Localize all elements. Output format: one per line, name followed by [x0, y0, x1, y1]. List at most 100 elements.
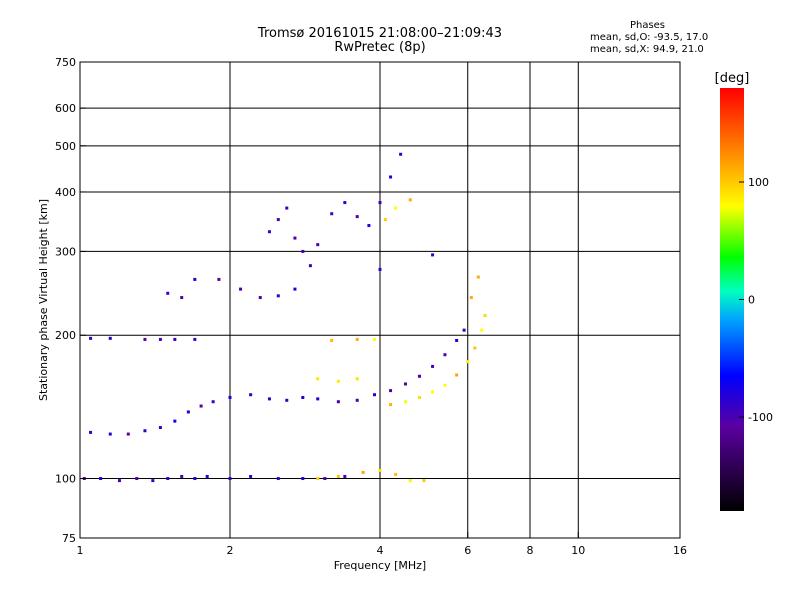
x-tick-label: 6 [464, 544, 471, 557]
x-tick-label: 2 [227, 544, 234, 557]
echo-point-O [399, 152, 403, 156]
echo-point-O [293, 236, 297, 240]
echo-point-O [431, 364, 435, 368]
echo-point-X [466, 360, 470, 364]
echo-point-X [422, 479, 426, 483]
x-tick-label: 16 [673, 544, 687, 557]
echo-point-O [143, 429, 147, 433]
echo-point-O [166, 477, 170, 481]
y-tick-label: 750 [55, 56, 76, 69]
colorbar-tick-label: 100 [748, 176, 769, 189]
echo-point-O [108, 336, 112, 340]
echo-point-O [355, 215, 359, 219]
axis-ticks: 1 2 4 6 8 10 16 75 100 200 300 400 500 600 750 [55, 56, 687, 557]
phases-x-stats: mean, sd,X: 94.9, 21.0 [590, 44, 704, 55]
echo-point-O [336, 400, 340, 404]
echo-point-O [343, 201, 347, 205]
echo-point-O [462, 328, 466, 332]
echo-point-O [143, 337, 147, 341]
echo-point-O [431, 253, 435, 257]
x-tick-label: 10 [571, 544, 585, 557]
echo-point-O [323, 477, 327, 481]
echo-point-O [158, 425, 162, 429]
echo-point-O [228, 477, 232, 481]
echo-point-O [117, 479, 121, 483]
echo-point-O [301, 395, 305, 399]
echo-point-X [361, 470, 365, 474]
echo-point-O [417, 374, 421, 378]
y-tick-label: 600 [55, 102, 76, 115]
echo-point-O [228, 395, 232, 399]
echo-point-O [285, 398, 289, 402]
echo-point-O [403, 382, 407, 386]
echo-point-X [316, 477, 320, 481]
echo-point-O [166, 291, 170, 295]
echo-points [82, 152, 487, 483]
echo-point-O [180, 296, 184, 300]
echo-point-O [205, 474, 209, 478]
echo-point-X [378, 468, 382, 472]
echo-point-O [367, 224, 371, 228]
echo-point-O [378, 201, 382, 205]
grid-lines [80, 62, 680, 538]
echo-point-O [99, 477, 103, 481]
echo-point-O [211, 400, 215, 404]
x-tick-label: 8 [527, 544, 534, 557]
echo-point-O [108, 432, 112, 436]
echo-point-O [301, 477, 305, 481]
echo-point-O [135, 477, 139, 481]
echo-point-X [443, 383, 447, 387]
echo-point-O [249, 393, 253, 397]
phases-heading: Phases [629, 20, 666, 31]
echo-point-X [383, 218, 387, 222]
echo-point-O [193, 277, 197, 281]
echo-point-O [267, 230, 271, 234]
echo-point-O [151, 479, 155, 483]
echo-point-O [330, 212, 334, 216]
echo-point-X [355, 337, 359, 341]
colorbar-unit-label: [deg] [715, 71, 750, 86]
echo-point-X [408, 198, 412, 202]
y-axis-label: Stationary phase Virtual Height [km] [37, 199, 50, 401]
echo-point-O [249, 474, 253, 478]
echo-point-O [267, 397, 271, 401]
echo-point-O [193, 477, 197, 481]
y-tick-label: 300 [55, 245, 76, 258]
echo-point-O [89, 430, 93, 434]
echo-point-O [355, 398, 359, 402]
echo-point-X [483, 314, 487, 318]
echo-point-X [480, 328, 484, 332]
echo-point-O [373, 393, 377, 397]
colorbar-tick-label: -100 [748, 411, 773, 424]
y-tick-label: 100 [55, 473, 76, 486]
chart-title: Tromsø 20161015 21:08:00–21:09:43 [257, 26, 503, 41]
echo-point-O [343, 474, 347, 478]
echo-point-X [403, 400, 407, 404]
echo-point-X [431, 390, 435, 394]
echo-point-X [473, 346, 477, 350]
y-tick-label: 400 [55, 186, 76, 199]
echo-point-X [394, 206, 398, 210]
echo-point-O [389, 389, 393, 393]
chart-subtitle: RwPretec (8p) [334, 40, 426, 55]
echo-point-X [408, 479, 412, 483]
x-tick-label: 1 [77, 544, 84, 557]
echo-point-X [373, 337, 377, 341]
echo-point-X [336, 379, 340, 383]
echo-point-X [417, 395, 421, 399]
echo-point-X [455, 373, 459, 377]
colorbar-tick-label: 0 [748, 294, 755, 307]
x-axis-label: Frequency [MHz] [334, 559, 426, 572]
colorbar: [deg] 100 0 -100 [715, 71, 773, 511]
echo-point-X [469, 296, 473, 300]
echo-point-O [258, 296, 262, 300]
echo-point-O [378, 267, 382, 271]
echo-point-O [443, 353, 447, 357]
echo-point-O [173, 337, 177, 341]
echo-point-O [199, 404, 203, 408]
echo-point-X [355, 377, 359, 381]
echo-point-O [308, 264, 312, 268]
echo-point-O [193, 337, 197, 341]
echo-point-O [316, 397, 320, 401]
